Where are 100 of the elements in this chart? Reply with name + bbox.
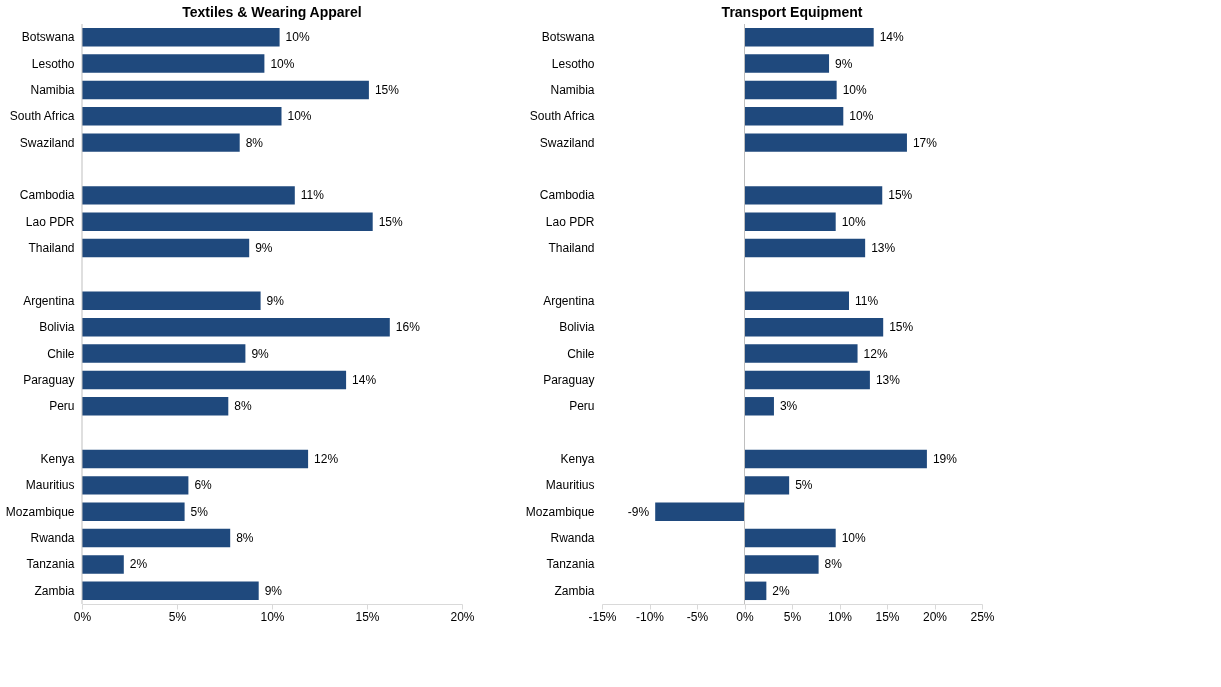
data-label: 9% — [251, 346, 270, 361]
data-label: 16% — [395, 320, 421, 335]
bar — [82, 317, 390, 337]
y-tick-label: Chile — [47, 346, 75, 361]
bar — [82, 397, 229, 416]
data-label: 10% — [841, 214, 867, 229]
data-label: 11% — [855, 293, 879, 308]
x-tick-label: -15% — [588, 609, 617, 624]
data-label: 5% — [190, 504, 209, 519]
y-tick-label: Tanzania — [26, 557, 75, 572]
chart-title: Transport Equipment — [721, 3, 863, 20]
data-label: 10% — [287, 109, 312, 124]
data-label: 13% — [875, 372, 901, 387]
y-tick-label: Bolivia — [39, 320, 75, 335]
chart-title: Textiles & Wearing Apparel — [182, 3, 362, 20]
bar — [82, 555, 124, 574]
y-tick-label: Rwanda — [550, 531, 595, 546]
bar — [82, 581, 259, 601]
bar — [744, 528, 836, 548]
data-label: 15% — [889, 320, 914, 335]
bar — [744, 317, 884, 337]
bar — [744, 581, 767, 601]
bar — [744, 555, 819, 574]
bar — [744, 27, 874, 47]
y-tick-label: Lesotho — [551, 56, 595, 71]
x-tick-label: 25% — [970, 609, 995, 624]
data-label: 12% — [314, 452, 339, 466]
y-tick-label: Cambodia — [19, 188, 75, 203]
data-label: 10% — [841, 531, 867, 546]
y-tick-label: Swaziland — [539, 135, 595, 150]
y-tick-label: Mauritius — [25, 478, 75, 493]
bar — [82, 80, 369, 100]
x-tick-label: 5% — [783, 609, 802, 624]
bar — [82, 449, 309, 469]
bar — [744, 133, 907, 152]
data-label: 19% — [932, 452, 958, 466]
x-tick-label: -5% — [686, 609, 709, 624]
data-label: 6% — [194, 478, 213, 493]
data-label: 13% — [871, 241, 896, 256]
y-tick-label: Kenya — [40, 452, 75, 466]
y-tick-label: Lao PDR — [545, 214, 595, 229]
x-tick-label: 0% — [73, 609, 92, 624]
data-label: 5% — [795, 478, 813, 493]
y-tick-label: Mozambique — [525, 504, 595, 519]
x-tick-label: 20% — [922, 609, 948, 624]
x-tick-label: 15% — [355, 609, 380, 624]
data-label: 12% — [863, 346, 888, 361]
y-tick-label: Tanzania — [546, 557, 595, 572]
bar — [82, 186, 295, 205]
bar — [744, 291, 849, 311]
bar — [744, 238, 866, 258]
y-tick-label: Bolivia — [559, 320, 595, 335]
bar — [82, 370, 347, 390]
x-tick-label: 5% — [168, 609, 187, 624]
bar — [82, 238, 250, 258]
bar — [744, 397, 774, 416]
y-tick-label: Zambia — [34, 583, 75, 598]
data-label: 14% — [879, 30, 905, 45]
data-label: 3% — [779, 399, 798, 414]
y-tick-label: Peru — [49, 399, 75, 414]
data-label: 10% — [842, 82, 867, 97]
bar — [744, 370, 870, 390]
bar — [82, 344, 246, 363]
y-tick-label: South Africa — [9, 109, 75, 124]
y-tick-label: Botswana — [21, 30, 75, 45]
y-tick-label: Cambodia — [539, 188, 595, 203]
y-tick-label: Mozambique — [5, 504, 75, 519]
y-tick-label: Chile — [567, 346, 595, 361]
bar — [82, 528, 231, 548]
x-tick-label: 0% — [736, 609, 754, 624]
x-tick-label: 15% — [875, 609, 900, 624]
bar — [82, 212, 373, 231]
y-tick-label: Lesotho — [31, 56, 75, 71]
bar — [82, 291, 261, 311]
bar — [82, 502, 185, 521]
y-tick-label: Argentina — [23, 293, 75, 308]
data-label: 9% — [255, 241, 273, 256]
data-label: 10% — [285, 30, 310, 45]
bar — [744, 107, 844, 126]
data-label: 9% — [835, 56, 853, 71]
x-tick-label: -10% — [635, 609, 665, 624]
bar — [744, 449, 927, 469]
y-tick-label: Paraguay — [543, 372, 595, 387]
y-tick-label: Rwanda — [30, 531, 75, 546]
y-tick-label: Namibia — [30, 82, 75, 97]
bar — [744, 344, 858, 363]
data-label: -9% — [627, 504, 650, 519]
data-label: 15% — [888, 188, 913, 203]
y-tick-label: Paraguay — [23, 372, 75, 387]
data-label: 15% — [378, 214, 404, 229]
data-label: 8% — [234, 399, 252, 414]
data-label: 11% — [300, 188, 325, 203]
data-label: 2% — [772, 583, 791, 598]
data-label: 10% — [270, 56, 295, 71]
bar — [82, 476, 189, 495]
data-label: 8% — [824, 557, 843, 572]
bar — [744, 80, 837, 100]
y-tick-label: Mauritius — [545, 478, 595, 493]
y-tick-label: Namibia — [550, 82, 595, 97]
y-tick-label: Thailand — [28, 241, 75, 256]
